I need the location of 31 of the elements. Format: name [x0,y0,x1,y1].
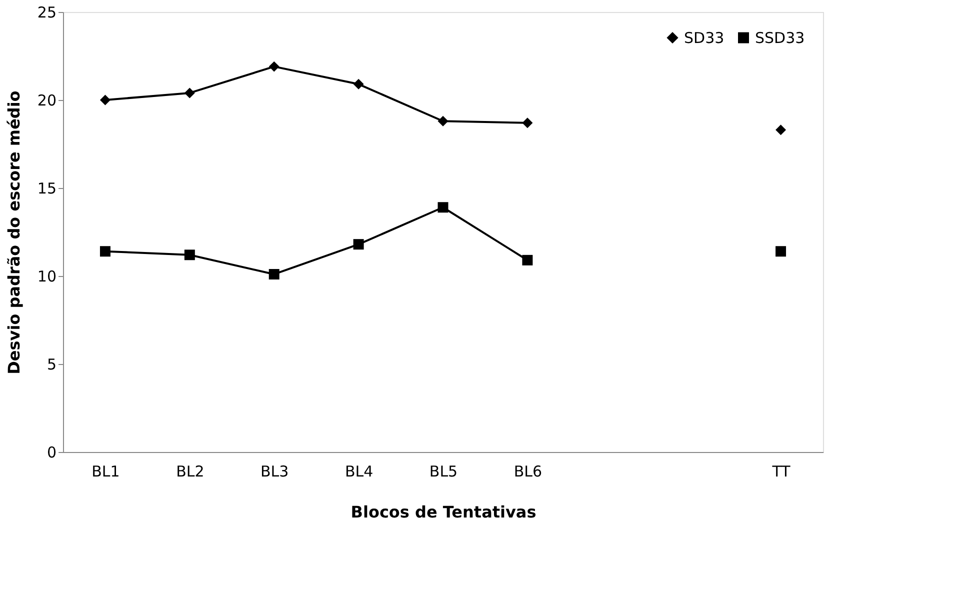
x-tick-label: BL2 [176,462,204,480]
y-tick-label: 20 [37,92,56,110]
point [353,78,364,90]
x-tick-label: BL4 [344,462,374,480]
legend-label: SSD33 [755,28,805,47]
x-tick-label: TT [771,462,792,480]
x-tick-label: BL1 [92,462,120,480]
legend-label: SD33 [684,28,724,47]
point [100,94,110,106]
x-tick-label: BL6 [514,462,542,480]
y-tick-label: 0 [46,444,56,462]
point [438,202,448,213]
x-axis-title: Blocos de Tentativas [350,502,536,522]
point [522,118,533,128]
x-tick-label: BL5 [429,462,458,480]
point [184,250,195,260]
point [353,239,364,250]
y-tick-label: 10 [37,268,56,286]
point [268,61,280,72]
point [184,88,195,98]
point [776,124,786,136]
y-axis-title: Desvio padrão do escore médio [4,90,24,374]
y-tick-label: 15 [37,180,56,198]
y-tick-label: 25 [37,4,56,22]
point [100,246,110,257]
point [438,116,448,126]
y-tick-label: 5 [46,356,56,374]
point [776,246,786,257]
point [268,268,280,280]
x-tick-label: BL3 [260,462,289,480]
point [522,254,533,266]
